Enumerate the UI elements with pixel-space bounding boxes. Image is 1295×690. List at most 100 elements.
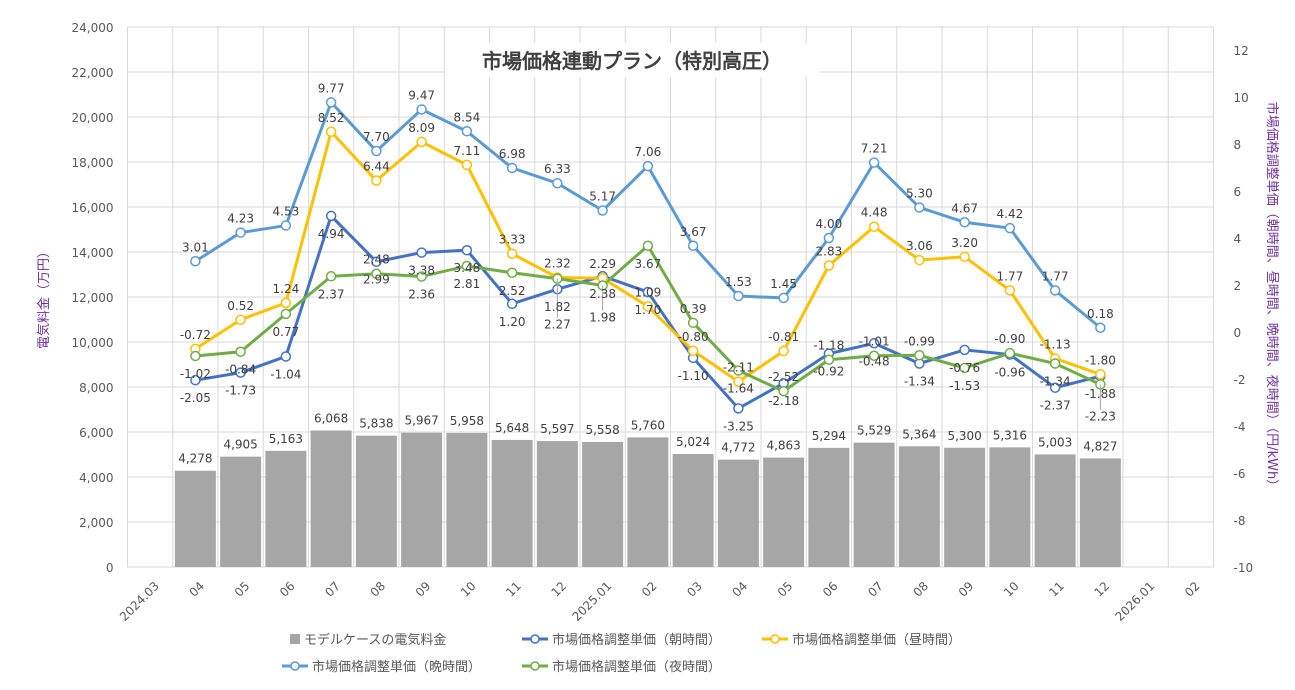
series-data-label: 1.45 [770,277,797,291]
series-data-label: 3.38 [408,264,435,278]
y-left-tick-label: 22,000 [72,66,114,80]
series-point-1 [642,301,654,312]
y-right-tick-label: -8 [1234,514,1246,528]
series-point-1 [868,221,880,232]
x-tick-label: 04 [186,579,207,600]
bar-data-label: 5,294 [812,429,846,443]
series-point-0 [325,210,337,222]
legend-swatch-marker [770,634,780,644]
series-point-2 [371,145,382,157]
series-point-1 [733,376,744,387]
bar-data-label: 5,163 [269,432,303,446]
y-right-tick-label: 0 [1234,326,1242,340]
series-data-label: 2.48 [363,253,390,267]
x-tick-label: 09 [956,579,977,600]
series-data-label: 1.70 [635,303,662,317]
series-data-label: 4.00 [816,217,843,231]
bar-electricity-cost [627,437,669,567]
x-tick-label: 11 [503,579,524,600]
x-tick-label: 06 [277,579,298,600]
series-point-0 [280,351,292,362]
series-data-label: 7.11 [454,144,481,158]
y-right-tick-label: -2 [1234,373,1246,387]
y-left-tick-label: 20,000 [72,111,114,125]
series-data-label: 6.33 [544,162,571,176]
series-point-0 [733,403,744,414]
bar-electricity-cost [174,470,216,567]
legend-item-label: モデルケースの電気料金 [304,632,446,648]
series-data-label: 2.52 [499,284,526,298]
x-tick-label: 12 [548,579,569,600]
x-tick-label: 10 [458,579,479,600]
series-point-3 [959,362,970,374]
series-data-label: -2.37 [1040,399,1071,413]
x-tick-label: 09 [413,579,434,600]
y-axis-right-label: 市場価格調整単価（朝時間、昼時間、晩時間、夜時間）（円/kWh） [1264,102,1280,493]
series-point-0 [416,247,427,258]
series-point-1 [416,136,427,148]
series-data-label: 3.67 [680,225,707,239]
y-left-tick-label: 0 [106,561,114,575]
series-point-2 [235,227,246,238]
series-point-2 [190,256,201,267]
series-data-label: 4.67 [951,201,978,215]
series-point-2 [868,157,880,168]
chart-title-group: 市場価格連動プラン（特別高圧） [445,43,820,77]
series-point-2 [552,177,563,189]
series-point-3 [868,350,880,361]
bar-data-label: 4,905 [223,438,257,452]
series-data-label: -2.23 [1085,409,1116,423]
y-right-tick-label: 4 [1234,232,1242,246]
series-data-label: 3.06 [906,239,933,253]
series-data-label: -1.73 [225,384,256,398]
bar-electricity-cost [446,432,488,567]
bar-electricity-cost [763,457,805,567]
bar-electricity-cost [220,456,262,567]
series-point-2 [642,160,654,172]
series-data-label: -1.04 [270,367,301,381]
bar-data-label: 6,068 [314,411,348,425]
series-data-label: -1.53 [949,379,980,393]
x-tick-label: 2025.01 [569,579,614,624]
series-data-label: -1.64 [723,382,754,396]
series-point-2 [823,232,835,244]
x-tick-label: 2024.03 [117,579,162,624]
series-point-3 [461,260,473,272]
bar-data-label: 5,316 [993,428,1027,442]
series-data-label: 2.81 [454,277,481,291]
y-left-tick-label: 10,000 [72,336,114,350]
series-point-2 [1049,285,1061,296]
series-point-0 [959,344,970,356]
bar-data-label: 5,760 [631,418,665,432]
series-point-3 [371,268,382,279]
y-left-tick-label: 14,000 [72,246,114,260]
y-axis-left-label: 電気料金（万円） [36,245,52,349]
series-point-0 [506,298,518,310]
bar-electricity-cost [717,459,759,567]
series-data-label: 6.98 [499,147,526,161]
title-background [445,43,820,77]
legend-swatch-marker [290,661,300,671]
series-data-label: 0.77 [273,325,300,339]
series-point-3 [416,271,427,282]
x-tick-label: 11 [1046,579,1067,600]
x-tick-label: 12 [1091,579,1112,600]
series-data-label: 8.54 [454,110,481,124]
y-left-tick-label: 6,000 [79,426,113,440]
series-data-label: 1.82 [544,300,571,314]
series-point-3 [687,317,699,329]
series-data-label: 4.53 [273,205,300,219]
series-data-label: 1.77 [997,269,1024,283]
bar-data-label: 5,838 [359,417,393,431]
series-data-label: -1.01 [859,335,890,349]
bar-electricity-cost [989,447,1031,567]
series-data-label: 3.67 [635,257,662,271]
series-data-label: 2.29 [589,257,616,271]
series-data-label: -0.92 [813,365,844,379]
series-data-label: -2.18 [768,394,799,408]
series-data-label: 0.18 [1087,307,1114,321]
series-data-label: 7.21 [861,142,888,156]
legend-swatch-marker [530,661,540,671]
series-data-label: -2.11 [723,361,754,375]
